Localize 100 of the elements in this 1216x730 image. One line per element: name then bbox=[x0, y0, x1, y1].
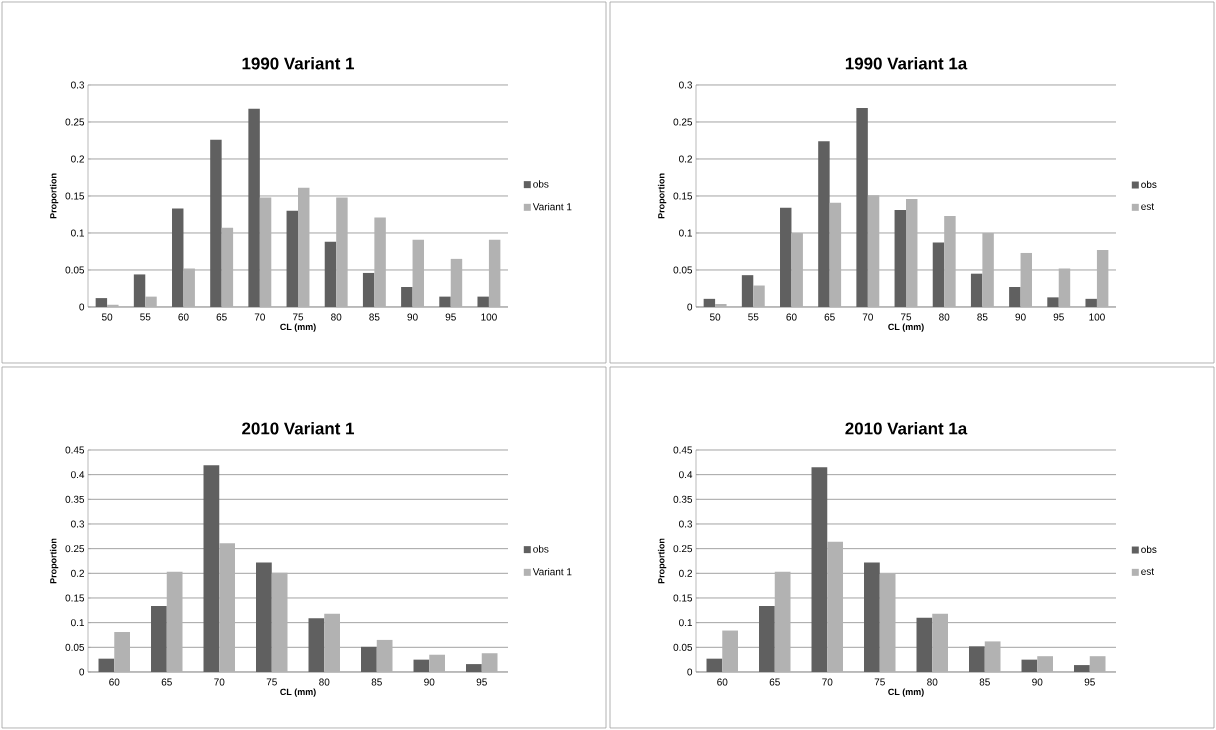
y-tick-label: 0.25 bbox=[673, 118, 693, 126]
bar bbox=[984, 641, 1001, 672]
y-tick-label: 0.15 bbox=[65, 594, 85, 602]
bar bbox=[429, 654, 446, 672]
bar bbox=[1021, 659, 1038, 672]
x-tick-label: 70 bbox=[214, 678, 225, 686]
bar bbox=[827, 541, 844, 672]
x-tick-label: 90 bbox=[1015, 313, 1026, 321]
x-tick-label: 90 bbox=[407, 313, 418, 321]
y-tick-label: 0.25 bbox=[65, 118, 85, 126]
bar bbox=[183, 268, 195, 307]
y-axis-title: Proportion bbox=[657, 173, 667, 219]
y-tick-label: 0.05 bbox=[673, 266, 693, 274]
bar bbox=[256, 562, 272, 672]
bar bbox=[932, 242, 945, 307]
x-tick-label: 65 bbox=[824, 313, 835, 321]
bar bbox=[1037, 656, 1054, 672]
y-tick-label: 0.25 bbox=[65, 545, 85, 553]
y-tick-label: 0.2 bbox=[71, 155, 84, 163]
bar bbox=[466, 664, 482, 672]
bar bbox=[829, 202, 842, 307]
bar bbox=[166, 571, 183, 672]
x-tick-label: 80 bbox=[319, 678, 330, 686]
bar bbox=[916, 617, 933, 672]
x-tick-label: 80 bbox=[927, 678, 938, 686]
chart-title: 2010 Variant 1 bbox=[242, 422, 355, 435]
x-tick-label: 70 bbox=[254, 313, 265, 321]
y-tick-label: 0.45 bbox=[673, 446, 693, 454]
y-tick-label: 0 bbox=[687, 303, 693, 311]
bar bbox=[221, 227, 234, 307]
bar bbox=[133, 274, 146, 307]
bar bbox=[203, 465, 220, 672]
chart-title: 2010 Variant 1a bbox=[845, 422, 968, 435]
bar bbox=[151, 605, 167, 672]
bar bbox=[741, 275, 754, 307]
bar bbox=[361, 646, 377, 672]
y-tick-label: 0.45 bbox=[65, 446, 85, 454]
bar bbox=[856, 107, 868, 307]
x-tick-label: 95 bbox=[445, 313, 456, 321]
x-tick-label: 75 bbox=[266, 678, 277, 686]
y-tick-label: 0.35 bbox=[65, 495, 85, 503]
bar bbox=[811, 467, 828, 672]
y-tick-label: 0.25 bbox=[673, 545, 693, 553]
y-tick-label: 0.2 bbox=[679, 155, 692, 163]
bar bbox=[867, 195, 880, 307]
bar bbox=[780, 207, 792, 307]
chart-title: 1990 Variant 1a bbox=[845, 57, 968, 70]
y-tick-label: 0.35 bbox=[673, 495, 693, 503]
y-tick-label: 0.3 bbox=[71, 520, 85, 528]
y-tick-label: 0 bbox=[79, 668, 85, 676]
bar bbox=[706, 658, 723, 672]
bar bbox=[259, 197, 272, 307]
y-axis-title: Proportion bbox=[49, 538, 59, 584]
x-tick-label: 50 bbox=[101, 313, 113, 321]
x-tick-label: 60 bbox=[109, 678, 120, 686]
x-tick-label: 85 bbox=[371, 678, 382, 686]
legend-label: Variant 1 bbox=[532, 202, 572, 211]
x-tick-label: 70 bbox=[862, 313, 873, 321]
bar bbox=[1096, 250, 1109, 307]
bar bbox=[298, 187, 310, 307]
bar bbox=[286, 210, 299, 307]
bar bbox=[376, 639, 393, 672]
y-tick-label: 0.15 bbox=[673, 594, 693, 602]
x-tick-label: 75 bbox=[874, 678, 885, 686]
x-tick-label: 75 bbox=[292, 313, 304, 321]
x-tick-label: 85 bbox=[977, 313, 988, 321]
x-tick-label: 55 bbox=[748, 313, 759, 321]
legend-label: obs bbox=[533, 545, 549, 553]
bar bbox=[1085, 298, 1097, 307]
bar bbox=[944, 215, 956, 307]
bar bbox=[324, 241, 337, 307]
y-tick-label: 0.1 bbox=[679, 619, 693, 627]
x-tick-label: 100 bbox=[1089, 313, 1105, 321]
bar bbox=[107, 304, 119, 307]
y-axis-title: Proportion bbox=[657, 538, 667, 584]
x-tick-label: 100 bbox=[481, 313, 497, 321]
x-tick-label: 90 bbox=[1032, 678, 1043, 686]
legend-label: Variant 1 bbox=[532, 567, 572, 576]
y-tick-label: 0.4 bbox=[71, 471, 85, 479]
y-tick-label: 0.3 bbox=[679, 81, 693, 89]
x-tick-label: 85 bbox=[369, 313, 380, 321]
bar bbox=[1074, 665, 1090, 672]
legend-label: est bbox=[1141, 568, 1155, 575]
bar bbox=[1020, 252, 1033, 307]
bar bbox=[1047, 297, 1059, 307]
y-tick-label: 0.3 bbox=[71, 81, 85, 89]
bar bbox=[703, 298, 716, 307]
bar bbox=[722, 630, 739, 672]
x-tick-label: 60 bbox=[178, 313, 189, 321]
bar bbox=[759, 605, 775, 672]
y-tick-label: 0.4 bbox=[679, 471, 693, 479]
legend-label: est bbox=[1141, 203, 1155, 210]
y-tick-label: 0.15 bbox=[673, 192, 693, 200]
bar bbox=[271, 572, 288, 672]
bar bbox=[982, 232, 994, 307]
x-tick-label: 80 bbox=[331, 313, 342, 321]
x-tick-label: 65 bbox=[216, 313, 227, 321]
bar bbox=[308, 618, 325, 672]
bar bbox=[791, 232, 803, 307]
bar bbox=[401, 287, 413, 307]
